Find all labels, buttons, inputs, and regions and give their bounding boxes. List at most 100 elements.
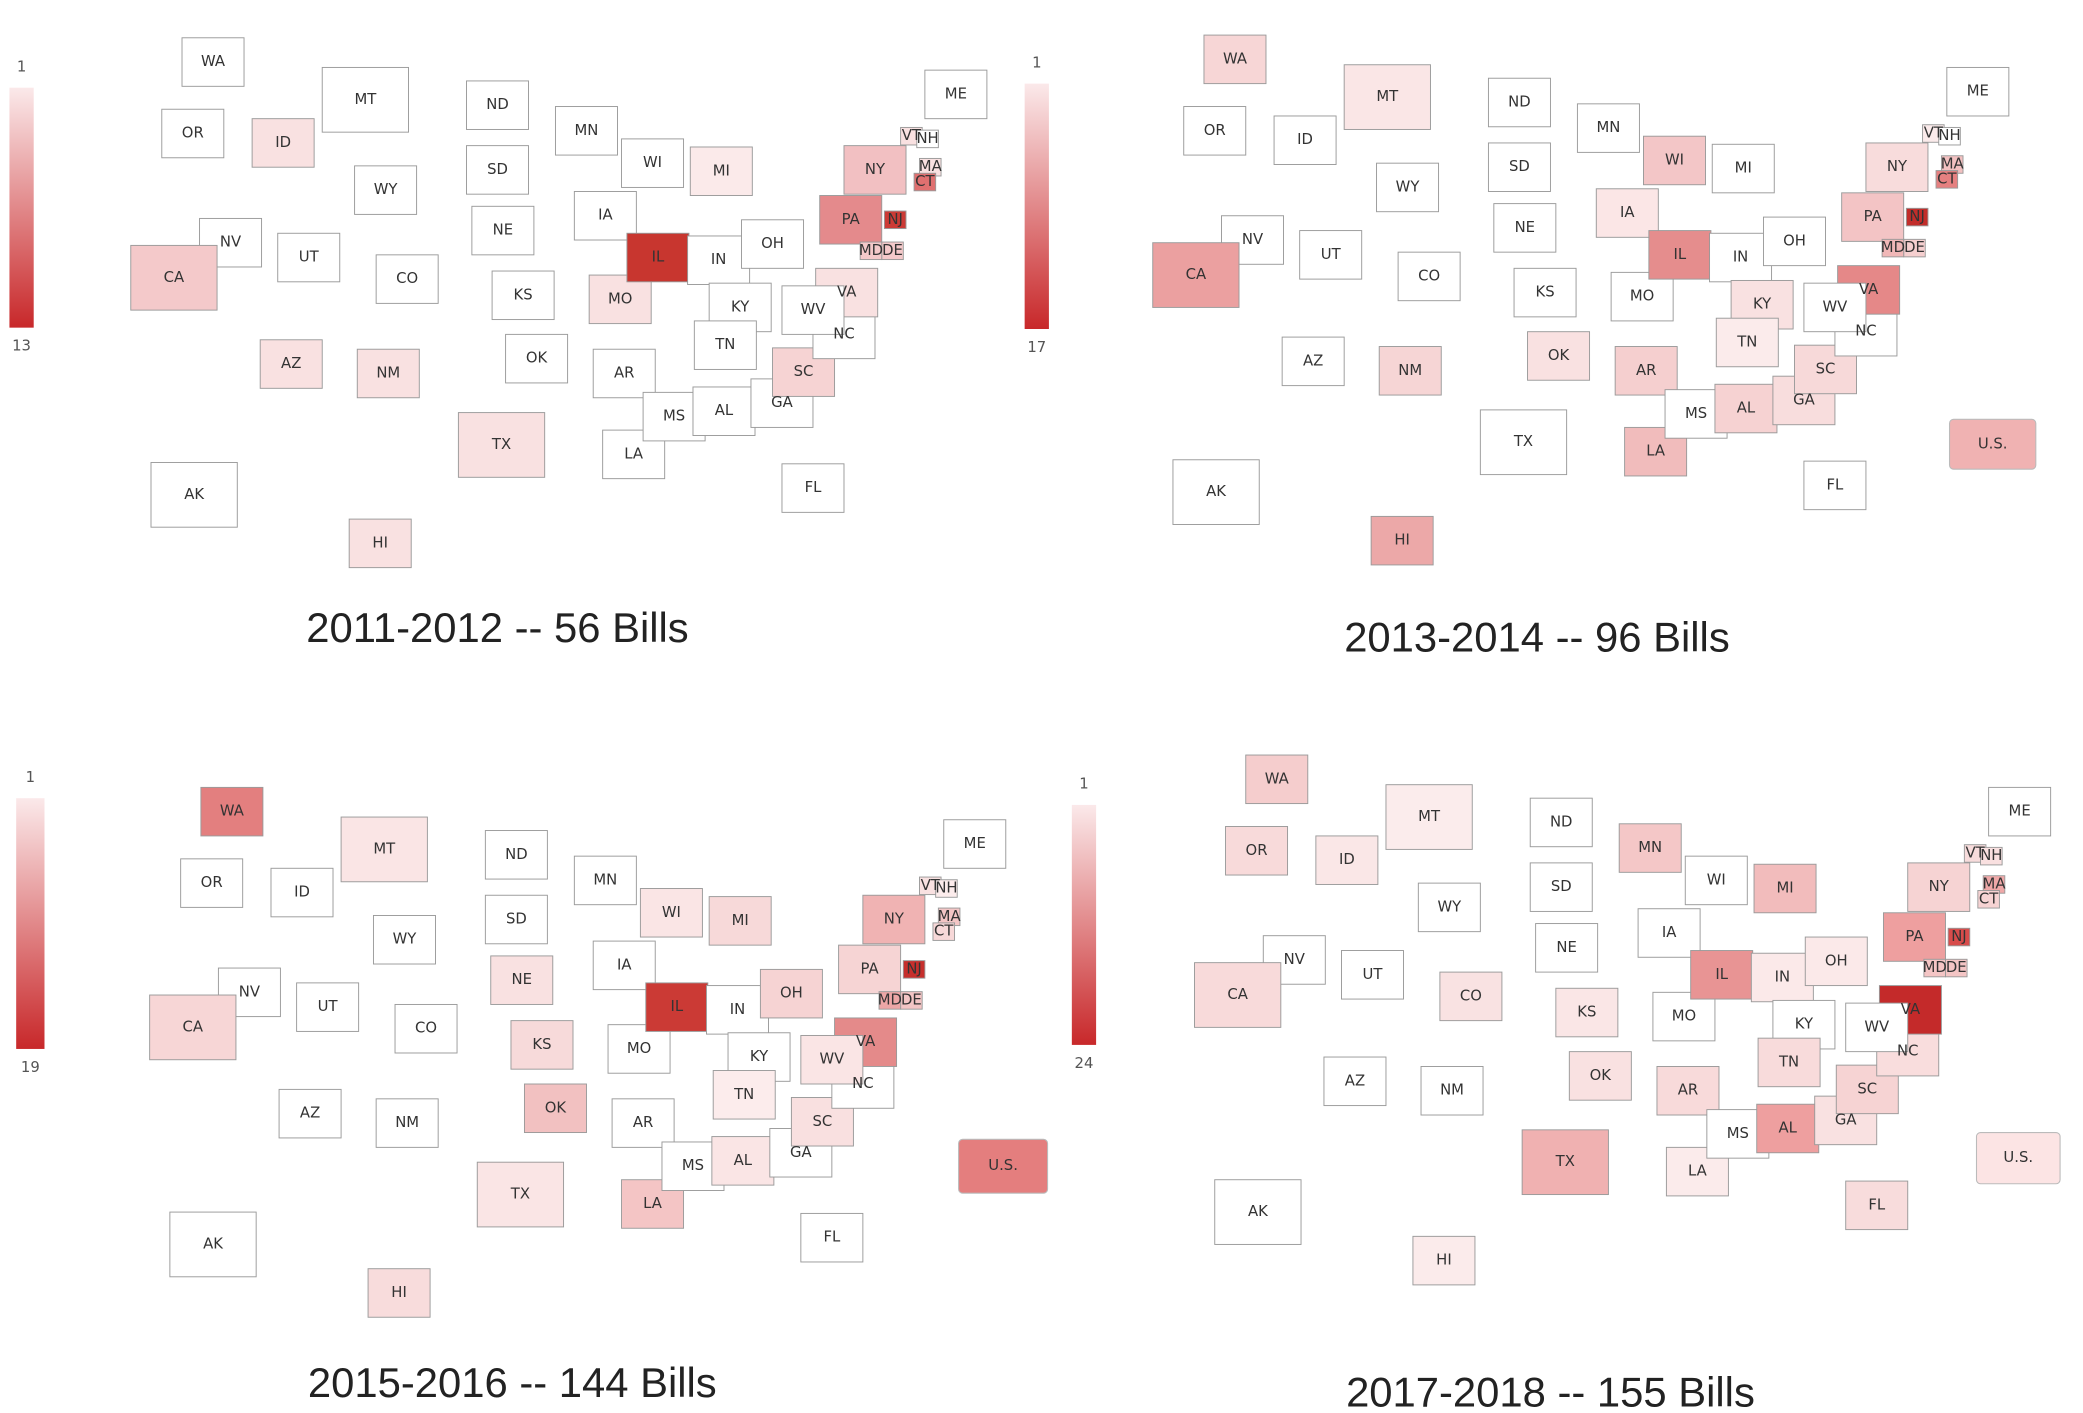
state-label: WI — [643, 154, 662, 171]
state-shape — [1637, 908, 1701, 958]
state-shape — [354, 165, 418, 215]
state-label: MD — [1881, 239, 1905, 256]
us-box-label: U.S. — [2003, 1149, 2033, 1166]
state-label: NY — [865, 161, 886, 178]
state-shape — [251, 118, 315, 168]
state-label: GA — [1793, 391, 1815, 408]
state-shape — [1643, 135, 1706, 186]
state-shape — [1527, 331, 1591, 381]
state-label: CO — [415, 1020, 437, 1037]
state-label: KY — [1753, 296, 1772, 313]
state-shape — [1439, 971, 1503, 1022]
state-label: WV — [801, 301, 827, 318]
state-label: IN — [711, 251, 726, 268]
state-label: AZ — [1303, 352, 1323, 369]
legend-colorbar — [1071, 804, 1097, 1045]
state-shape — [1323, 1056, 1387, 1107]
state-label: WI — [1707, 871, 1726, 888]
state-label: MT — [373, 840, 396, 857]
state-label: VA — [1901, 1001, 1921, 1018]
state-shape — [296, 982, 360, 1032]
state-shape — [916, 129, 939, 149]
state-label: WA — [220, 803, 245, 820]
state-label: LA — [643, 1195, 663, 1212]
state-shape — [692, 386, 756, 436]
state-shape — [1535, 923, 1599, 973]
state-label: MO — [608, 290, 632, 307]
state-shape — [1923, 958, 1946, 978]
map-panel: 1 17 WA OR ID MT WY NV UT CO CA AZ NM ND SD NE KS OK TX MN I… — [1024, 34, 2037, 660]
state-label: CO — [396, 270, 418, 287]
state-label: PA — [861, 960, 880, 977]
state-shape — [645, 982, 709, 1032]
state-label: OH — [1825, 952, 1848, 969]
state-label: AK — [1206, 483, 1227, 500]
state-shape — [1487, 77, 1551, 128]
state-shape — [554, 106, 618, 156]
state-shape — [1479, 409, 1568, 476]
state-shape — [819, 195, 883, 245]
state-label: WY — [1437, 898, 1462, 915]
state-label: OH — [780, 985, 803, 1002]
state-label: SD — [1551, 878, 1572, 895]
state-label: NJ — [887, 211, 902, 228]
state-shape — [180, 858, 244, 908]
state-label: IL — [1715, 966, 1728, 983]
state-shape — [1343, 64, 1431, 130]
state-shape — [1420, 1066, 1484, 1116]
state-shape — [1881, 238, 1905, 258]
state-shape — [169, 1211, 257, 1278]
state-label: SC — [1857, 1080, 1877, 1097]
state-shape — [149, 994, 237, 1061]
state-label: CO — [1418, 267, 1440, 284]
state-label: NH — [916, 130, 938, 147]
state-label: WI — [1665, 151, 1684, 168]
state-label: CT — [1937, 170, 1957, 187]
state-shape — [356, 348, 420, 399]
legend-max-label: 19 — [21, 1059, 40, 1076]
state-shape — [1614, 346, 1678, 396]
state-label: NJ — [906, 960, 921, 977]
state-label: NJ — [1909, 208, 1924, 225]
state-label: OH — [761, 235, 784, 252]
state-label: ID — [275, 134, 291, 151]
state-label: AL — [734, 1152, 753, 1169]
state-shape — [862, 894, 926, 945]
state-label: HI — [391, 1284, 407, 1301]
state-shape — [902, 960, 926, 979]
state-label: NY — [1887, 158, 1908, 175]
state-shape — [471, 205, 535, 256]
state-label: MD — [1923, 959, 1947, 976]
state-label: KS — [1535, 284, 1554, 301]
state-label: ME — [945, 85, 967, 102]
state-label: HI — [1436, 1252, 1452, 1269]
state-shape — [181, 37, 245, 87]
legend-colorbar — [16, 798, 45, 1049]
state-label: SC — [813, 1113, 833, 1130]
state-shape — [607, 1024, 671, 1074]
state-label: TX — [1555, 1153, 1575, 1170]
state-label: VT — [902, 127, 922, 144]
legend-min-label: 1 — [1079, 776, 1088, 793]
state-label: KS — [514, 286, 533, 303]
state-shape — [1988, 786, 2052, 837]
state-label: WV — [1823, 298, 1849, 315]
state-shape — [878, 991, 902, 1010]
state-label: TX — [1513, 433, 1533, 450]
state-shape — [1841, 192, 1905, 242]
state-shape — [935, 879, 958, 898]
state-shape — [505, 333, 569, 384]
state-shape — [943, 819, 1007, 869]
state-shape — [1595, 188, 1659, 238]
state-label: ME — [2009, 803, 2031, 820]
state-label: NV — [1284, 951, 1306, 968]
state-label: LA — [1646, 443, 1666, 460]
state-label: KY — [1795, 1016, 1814, 1033]
state-shape — [466, 145, 529, 195]
state-shape — [1803, 460, 1867, 511]
state-label: AR — [633, 1114, 653, 1131]
state-shape — [693, 320, 757, 370]
state-label: MO — [1672, 1008, 1696, 1025]
state-shape — [1152, 242, 1240, 308]
state-label: LA — [624, 445, 644, 462]
